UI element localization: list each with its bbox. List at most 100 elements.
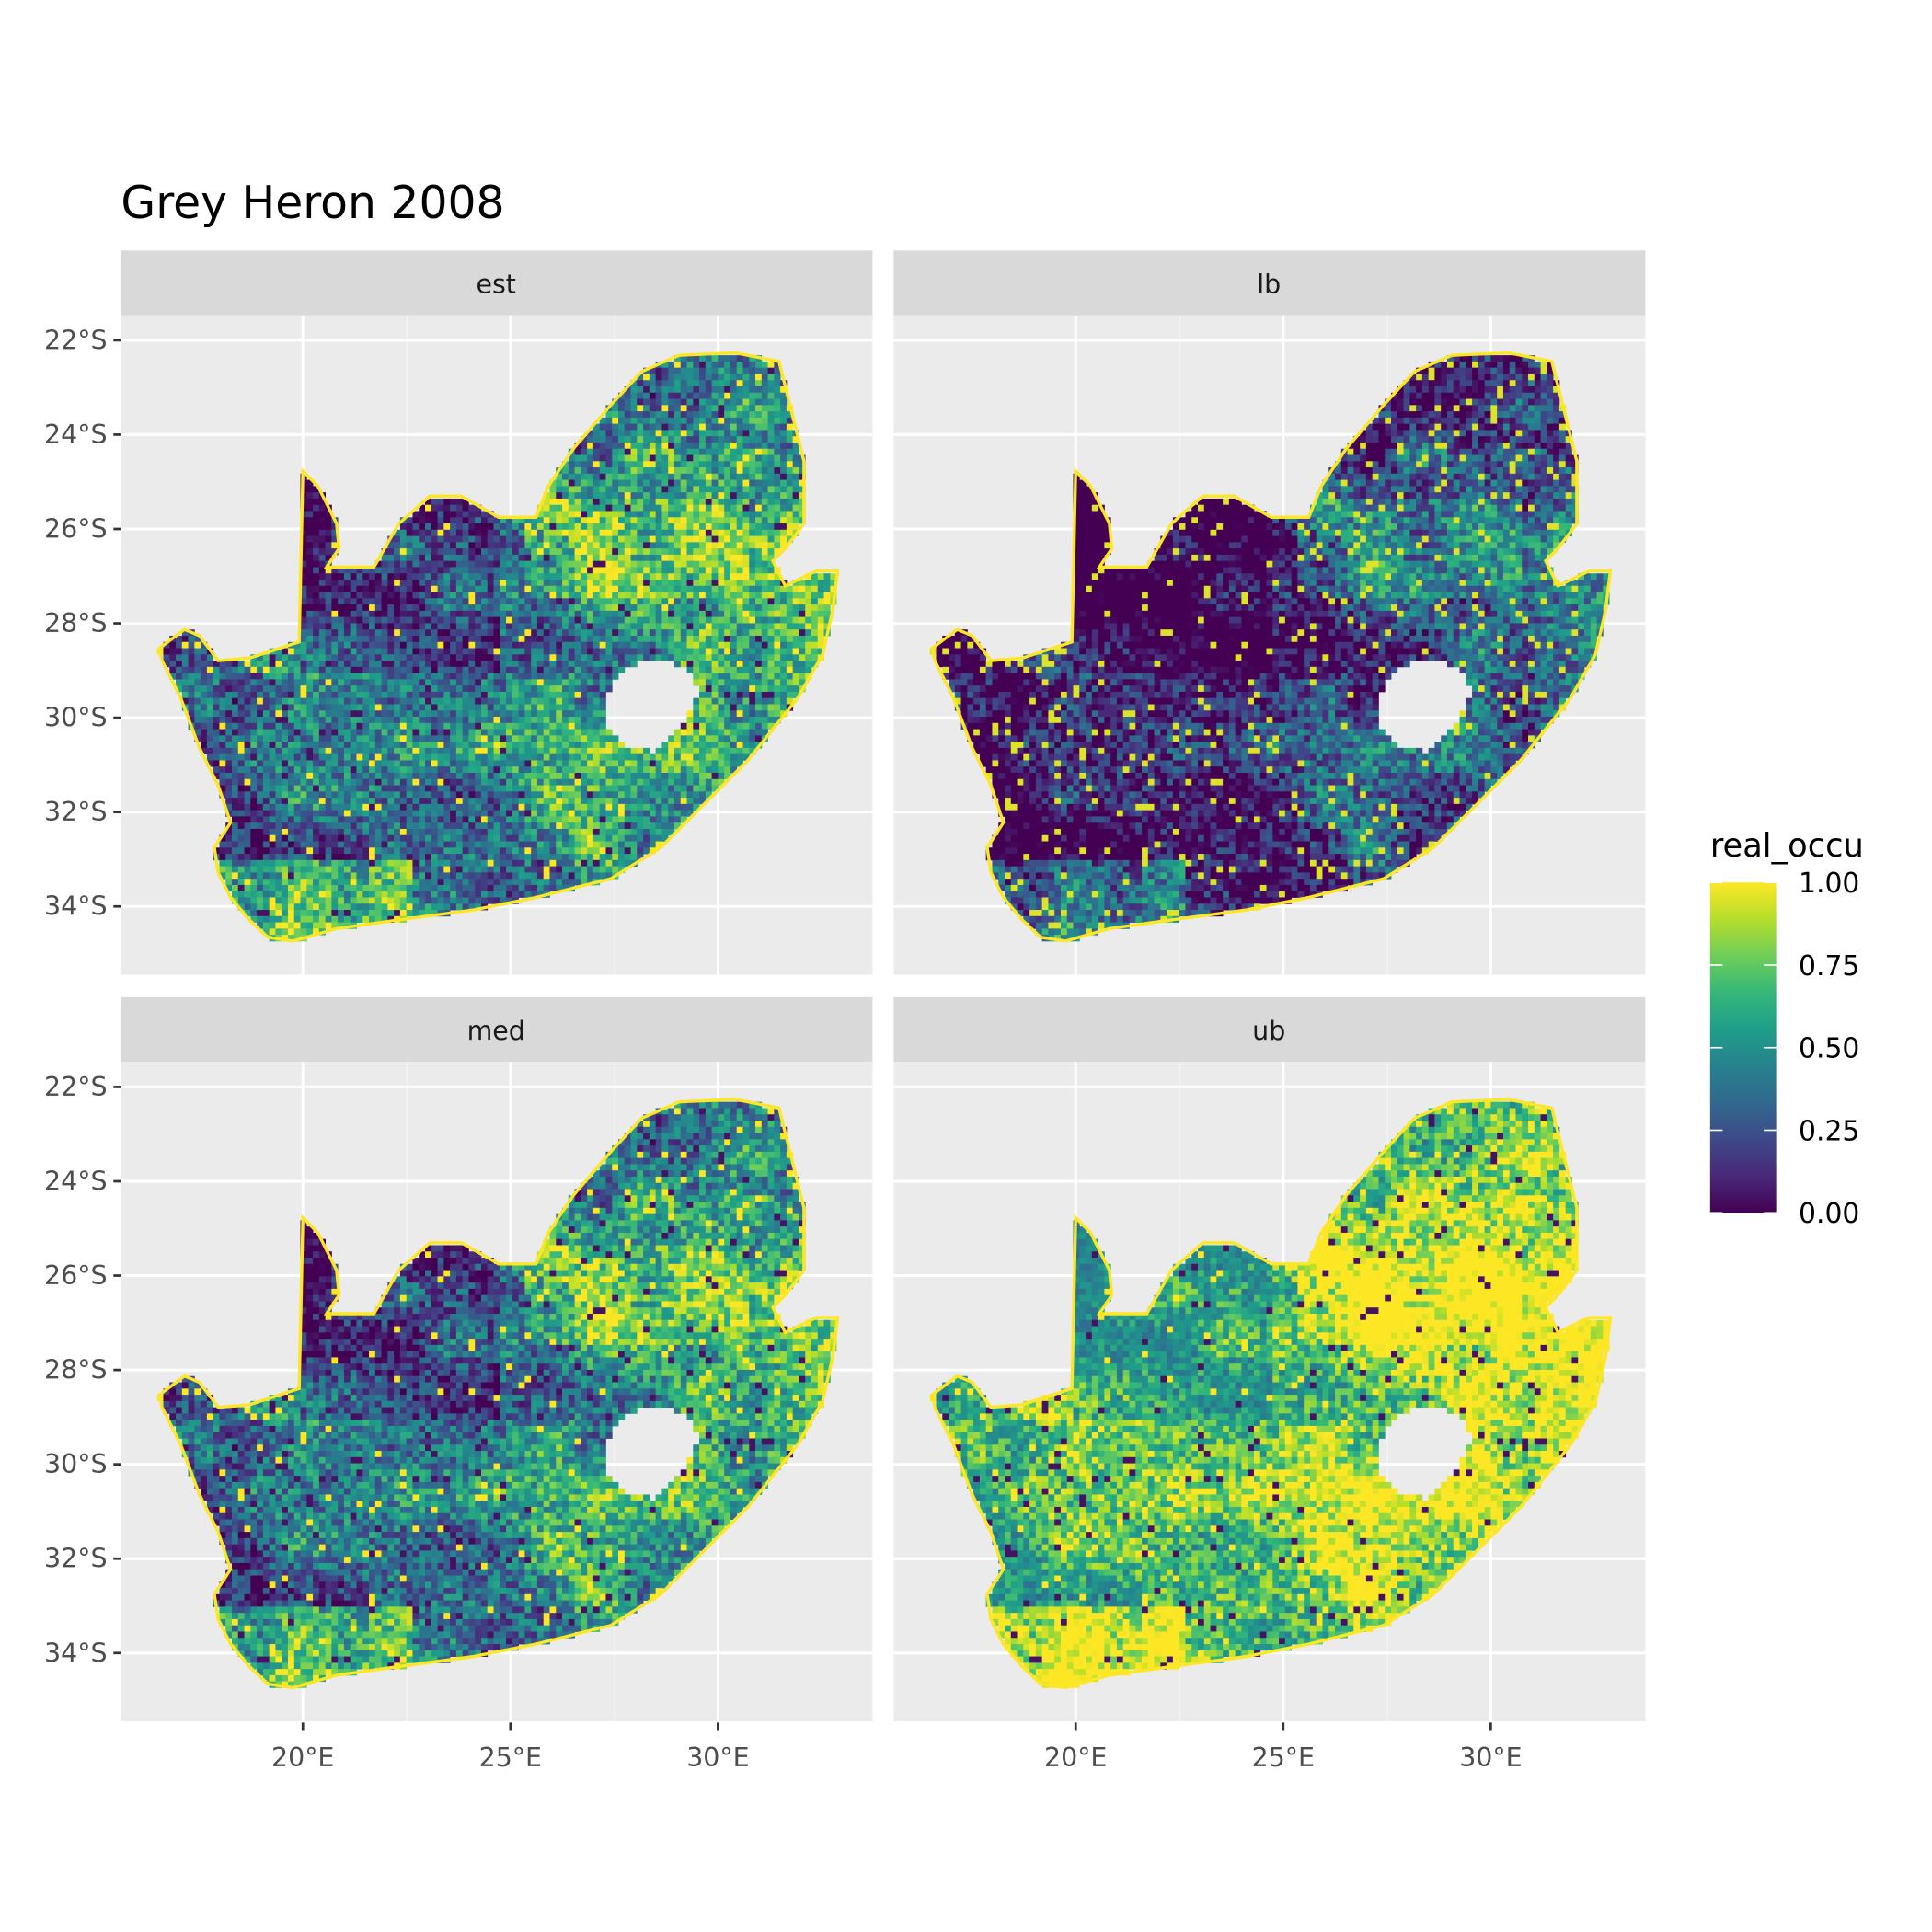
raster-cell [407,555,413,561]
raster-cell [531,523,537,530]
raster-cell [587,461,593,467]
raster-cell [674,443,681,449]
raster-cell [712,424,719,431]
raster-cell [544,536,550,543]
raster-cell [742,393,749,399]
raster-cell [661,548,668,555]
raster-cell [712,499,719,505]
raster-cell [668,548,674,555]
raster-cell [737,480,743,487]
raster-cell [569,523,575,530]
raster-cell [730,374,737,380]
raster-cell [463,523,469,530]
raster-cell [512,548,519,555]
raster-cell [755,530,762,536]
raster-cell [556,548,562,555]
raster-cell [382,561,388,568]
raster-cell [712,555,719,561]
raster-cell [718,511,724,517]
raster-cell [425,523,431,530]
raster-cell [755,467,762,474]
raster-cell [687,405,694,411]
raster-cell [637,411,643,418]
raster-cell [593,555,600,561]
raster-cell [600,542,606,548]
raster-cell [712,536,719,543]
raster-cell [618,511,625,517]
raster-cell [643,374,650,380]
raster-cell [737,499,743,505]
raster-cell [718,474,724,480]
raster-cell [587,436,593,443]
raster-cell [699,474,706,480]
raster-cell [724,380,730,386]
raster-cell [650,455,656,462]
raster-cell [755,523,762,530]
raster-cell [625,517,631,523]
raster-cell [443,555,450,561]
raster-cell [481,530,488,536]
raster-cell [737,393,743,399]
raster-cell [737,362,743,368]
raster-cell [742,405,749,411]
raster-cell [612,530,618,536]
raster-cell [643,386,650,393]
raster-cell [569,474,575,480]
raster-cell [612,411,618,418]
raster-cell [637,386,643,393]
raster-cell [755,561,762,568]
raster-cell [631,505,638,512]
raster-cell [762,380,768,386]
raster-cell [693,436,699,443]
raster-cell [699,555,706,561]
raster-cell [706,561,712,568]
raster-cell [749,542,755,548]
raster-cell [718,418,724,424]
raster-cell [768,430,775,436]
raster-cell [593,530,600,536]
raster-cell [575,474,581,480]
raster-cell [587,517,593,523]
raster-cell [730,380,737,386]
raster-cell [737,523,743,530]
raster-cell [730,555,737,561]
raster-cell [612,455,618,462]
raster-cell [488,536,494,543]
raster-cell [737,355,743,362]
raster-cell [742,411,749,418]
raster-cell [637,561,643,568]
raster-cell [681,548,687,555]
raster-cell [762,386,768,393]
raster-cell [488,555,494,561]
raster-cell [768,492,775,499]
raster-cell [569,542,575,548]
raster-cell [593,548,600,555]
raster-cell [699,399,706,406]
raster-cell [681,430,687,436]
raster-cell [762,505,768,512]
raster-cell [306,536,313,543]
raster-cell [650,418,656,424]
raster-cell [569,486,575,492]
raster-cell [768,374,775,380]
raster-cell [438,530,444,536]
raster-cell [519,536,525,543]
raster-cell [419,548,425,555]
raster-cell [762,511,768,517]
raster-cell [668,443,674,449]
raster-cell [693,374,699,380]
raster-cell [631,523,638,530]
raster-cell [618,523,625,530]
raster-cell [656,523,662,530]
raster-cell [793,449,799,455]
raster-cell [780,436,787,443]
raster-cell [706,523,712,530]
raster-cell [425,542,431,548]
raster-cell [600,511,606,517]
raster-cell [737,486,743,492]
raster-cell [718,517,724,523]
raster-cell [674,430,681,436]
raster-cell [643,474,650,480]
raster-cell [780,505,787,512]
raster-cell [575,449,581,455]
